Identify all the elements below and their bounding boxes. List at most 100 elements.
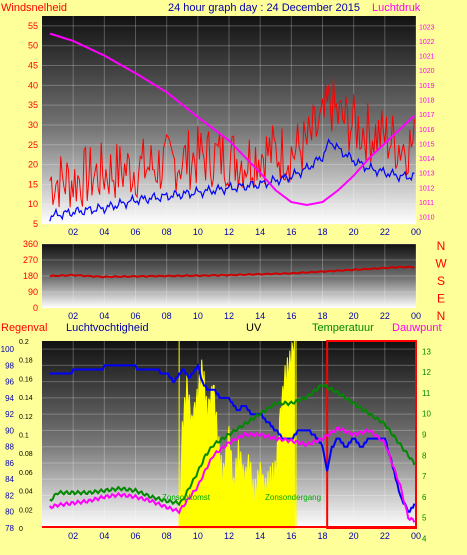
- uv-label: UV: [246, 322, 262, 334]
- hour-tick-label: 12: [224, 531, 234, 541]
- temperature-tick-label: 9: [422, 431, 427, 440]
- compass-label: E: [437, 292, 445, 306]
- hour-tick-label: 22: [380, 311, 390, 321]
- pressure-tick-label: 1011: [419, 200, 434, 207]
- hour-tick-label: 06: [130, 227, 140, 237]
- pressure-tick-label: 1010: [419, 215, 435, 222]
- temperature-tick-label: 6: [422, 493, 427, 502]
- temperature-tick-label: 13: [422, 347, 431, 356]
- temperature-label: Temperatuur: [312, 322, 374, 334]
- uv-tick-label: 0: [19, 526, 23, 533]
- wind-direction-tick-label: 270: [23, 255, 38, 265]
- wind-speed-ticks: 5 10 15 20 25 30 35 40 45 50 55: [28, 21, 38, 229]
- hour-tick-label: 06: [130, 531, 140, 541]
- hour-tick-label: 18: [317, 311, 327, 321]
- wind-speed-tick-label: 10: [28, 199, 38, 209]
- pressure-tick-label: 1016: [419, 127, 435, 134]
- pressure-tick-label: 1013: [419, 171, 435, 178]
- hour-tick-label: 10: [193, 311, 203, 321]
- wind-speed-tick-label: 45: [28, 61, 38, 71]
- chart-title: 24 hour graph day : 24 December 2015: [168, 2, 360, 14]
- pressure-tick-label: 1018: [419, 97, 435, 104]
- humidity-tick-label: 100: [1, 345, 15, 354]
- hour-tick-label: 04: [99, 311, 109, 321]
- uv-tick-label: 0.12: [19, 414, 33, 421]
- hour-tick-label: 00: [411, 531, 421, 541]
- humidity-tick-label: 92: [5, 410, 14, 419]
- humidity-tick-label: 84: [5, 475, 14, 484]
- wind-pressure-series: [49, 32, 416, 222]
- dewpoint-series: [49, 426, 416, 523]
- uv-tick-label: 0.08: [19, 451, 33, 458]
- humidity-tick-label: 82: [5, 491, 14, 500]
- temperature-tick-label: 4: [422, 534, 427, 543]
- hour-tick-label: 08: [162, 531, 172, 541]
- pressure-tick-label: 1019: [419, 83, 435, 90]
- hour-tick-label: 14: [255, 531, 265, 541]
- hour-tick-label: 06: [130, 311, 140, 321]
- uv-area-series: [178, 340, 295, 529]
- hour-tick-label: 08: [162, 311, 172, 321]
- hour-tick-label: 14: [255, 311, 265, 321]
- wind-speed-tick-label: 35: [28, 100, 38, 110]
- hour-tick-label: 20: [349, 311, 359, 321]
- pressure-ticks: 1010 1011 1012 1013 1014 1015 1016 1017 1018 1019…: [419, 24, 435, 221]
- hour-tick-label: 22: [380, 531, 390, 541]
- uv-tick-label: 0.18: [19, 358, 33, 365]
- hour-tick-label: 08: [162, 227, 172, 237]
- temperature-tick-label: 7: [422, 472, 427, 481]
- hour-tick-label: 10: [193, 531, 203, 541]
- humidity-tick-label: 78: [5, 524, 14, 533]
- humidity-tick-label: 86: [5, 459, 14, 468]
- wind-direction-tick-label: 90: [28, 287, 38, 297]
- hour-tick-label: 16: [286, 531, 296, 541]
- humidity-uv-temp-panel: Regenval Luchtvochtigheid UV Temperatuur…: [1, 322, 442, 543]
- wind-direction-degree-ticks: 360 270 180 90 0: [23, 239, 38, 313]
- humidity-tick-label: 90: [5, 426, 14, 435]
- pressure-tick-label: 1015: [419, 141, 435, 148]
- wind-speed-tick-label: 20: [28, 160, 38, 170]
- hour-tick-label: 20: [349, 227, 359, 237]
- temperature-tick-label: 12: [422, 368, 431, 377]
- temperature-series: [49, 383, 416, 507]
- pressure-tick-label: 1023: [419, 24, 435, 31]
- pressure-tick-label: 1014: [419, 156, 435, 163]
- hour-tick-label: 02: [68, 531, 78, 541]
- pressure-tick-label: 1020: [419, 68, 435, 75]
- uv-tick-label: 0.04: [19, 489, 33, 496]
- wind-direction-tick-label: 0: [33, 303, 38, 313]
- hour-tick-label: 18: [317, 227, 327, 237]
- wind-direction-tick-label: 360: [23, 239, 38, 249]
- hour-tick-label: 00: [411, 227, 421, 237]
- hour-tick-label: 02: [68, 227, 78, 237]
- hour-tick-label: 04: [99, 227, 109, 237]
- hour-tick-label: 02: [68, 311, 78, 321]
- hour-tick-label: 04: [99, 531, 109, 541]
- pressure-tick-label: 1012: [419, 185, 435, 192]
- wind-direction-grid: [42, 243, 417, 309]
- wind-direction-series: [49, 265, 415, 279]
- wind-direction-tick-label: 180: [23, 271, 38, 281]
- wind-gust-series: [49, 77, 415, 208]
- wind-speed-axis-label: Windsnelheid: [1, 2, 67, 14]
- humidity-tick-label: 80: [5, 508, 14, 517]
- wind-pressure-panel: Windsnelheid 24 hour graph day : 24 Dece…: [1, 2, 435, 237]
- hour-tick-label: 12: [224, 227, 234, 237]
- pressure-series: [49, 32, 416, 207]
- pressure-tick-label: 1021: [419, 54, 435, 61]
- uv-tick-label: 0.14: [19, 395, 33, 402]
- uv-tick-label: 0.16: [19, 376, 33, 383]
- humidity-uv-temp-hour-ticks: 02 04 06 08 10 12 14 16 18 20 22 00: [68, 531, 421, 541]
- wind-speed-tick-label: 55: [28, 21, 38, 31]
- wind-pressure-hour-ticks: 02 04 06 08 10 12 14 16 18 20 22 00: [68, 227, 421, 237]
- humidity-ticks: 78 80 82 84 86 88 90 92 94 96 98 100: [1, 345, 15, 533]
- pressure-tick-label: 1017: [419, 112, 435, 119]
- hour-tick-label: 16: [286, 311, 296, 321]
- wind-speed-tick-label: 50: [28, 41, 38, 51]
- wind-speed-tick-label: 15: [28, 179, 38, 189]
- compass-label: S: [437, 274, 445, 288]
- compass-label: W: [435, 257, 447, 271]
